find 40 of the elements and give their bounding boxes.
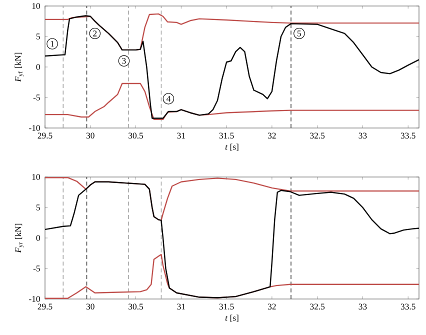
x-tick-label: 32.5 <box>310 304 325 310</box>
x-tick-label: 29.5 <box>38 304 52 310</box>
y-tick-label: -5 <box>33 94 40 100</box>
x-tick-label: 31 <box>177 304 185 310</box>
annotation: 3 <box>122 58 126 64</box>
x-axis-title: t [s] <box>225 314 238 322</box>
x-tick-label: 33 <box>358 304 367 310</box>
x-tick-label: 33.5 <box>400 132 416 139</box>
y-tick-label: -5 <box>33 266 40 272</box>
line-series <box>45 82 419 120</box>
y-axis-title: F$_{yf}$ [kN] <box>14 52 24 82</box>
x-tick-label: 31.5 <box>219 304 234 310</box>
annotation: 4 <box>166 96 170 102</box>
x-tick-label: 30 <box>86 132 94 139</box>
y-tick-label: 0 <box>36 235 40 241</box>
annotation: 2 <box>93 30 97 36</box>
x-tick-label: 30.5 <box>128 132 144 139</box>
annotation: 5 <box>298 30 301 36</box>
annotation: 1 <box>50 40 54 47</box>
x-tick-label: 32 <box>268 304 276 310</box>
line-series <box>45 181 419 298</box>
y-tick-label: -10 <box>29 125 40 131</box>
x-tick-label: 32.5 <box>310 132 325 139</box>
line-series <box>45 15 419 119</box>
y-tick-label: 10 <box>32 3 40 9</box>
y-axis-title: F$_{yr}$ [kN] <box>14 224 24 253</box>
x-tick-label: 31.5 <box>219 132 234 139</box>
y-tick-label: -10 <box>29 296 40 302</box>
x-tick-label: 32 <box>268 132 276 139</box>
y-tick-label: 0 <box>36 64 40 70</box>
x-tick-label: 30.5 <box>128 304 144 310</box>
x-tick-label: 31 <box>177 132 185 139</box>
y-tick-label: 5 <box>36 34 40 40</box>
x-tick-label: 33.5 <box>400 304 416 310</box>
x-axis-title: t [s] <box>225 144 238 151</box>
x-tick-label: 33 <box>358 132 367 139</box>
y-tick-label: 10 <box>32 174 40 180</box>
x-tick-label: 30 <box>86 304 94 310</box>
x-tick-label: 29.5 <box>38 132 52 139</box>
y-tick-label: 5 <box>36 204 40 210</box>
